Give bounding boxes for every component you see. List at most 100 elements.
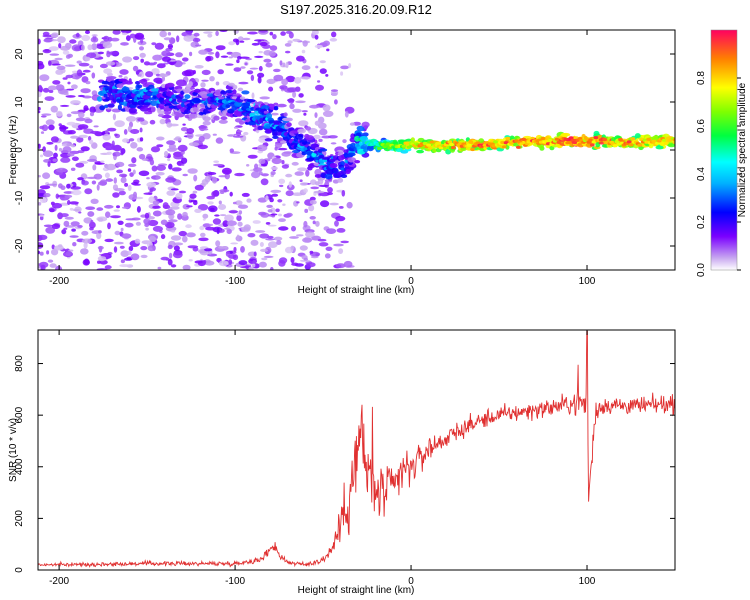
spectrogram-noise-cell (41, 113, 52, 116)
spectrogram-noise-cell (273, 68, 281, 73)
spectrogram-noise-cell (160, 219, 168, 226)
spectrogram-ridge-cell (220, 116, 228, 121)
spectrogram-ridge-cell (150, 106, 156, 113)
spectrogram-noise-cell (139, 52, 146, 58)
spectrogram-noise-cell (213, 163, 223, 167)
spectrogram-noise-cell (263, 255, 274, 258)
spectrogram-ridge-cell (349, 122, 355, 126)
spectrogram-noise-cell (81, 238, 93, 244)
spectrogram-noise-cell (97, 217, 104, 222)
spectrogram-noise-cell (42, 31, 50, 36)
snr-x-ticks: -200 -100 0 100 (49, 330, 596, 587)
spectrogram-noise-cell (302, 40, 308, 47)
spectrogram-noise-cell (117, 220, 124, 225)
colorbar-gradient (710, 29, 738, 271)
spectrogram-noise-cell (255, 230, 266, 233)
spectrogram-noise-cell (61, 229, 67, 235)
spectrogram-ridge-cell (226, 92, 234, 96)
spectrogram-ridge-cell (248, 120, 257, 126)
spectrogram-noise-cell (281, 164, 289, 169)
spectrogram-ridge-core (651, 139, 657, 143)
spectrogram-ridge-cell (311, 152, 317, 158)
figure-title: S197.2025.316.20.09.R12 (280, 2, 432, 17)
spectrogram-noise-cell (108, 51, 119, 55)
spectrogram-noise-cell (166, 222, 172, 227)
spectrogram-noise-cell (334, 220, 339, 227)
spectrogram-ridge-core (500, 140, 505, 145)
spectrogram-noise-cell (202, 133, 211, 140)
spectrogram-noise-cell (65, 251, 72, 257)
spectrogram-noise-cell (259, 233, 270, 239)
spectrogram-ridge-cell (350, 142, 357, 149)
spectrogram-ridge-cell (188, 81, 193, 87)
spectrogram-noise-cell (45, 119, 55, 126)
spectrogram-ridge-core (385, 142, 391, 146)
spectrogram-noise-cell (287, 87, 298, 93)
spectrogram-noise-cell (51, 223, 61, 230)
spectrogram-noise-cell (235, 200, 243, 206)
spectrogram-ridge-cell (150, 88, 160, 92)
spectrogram-noise-cell (121, 30, 132, 34)
spectrogram-ridge-cell (445, 148, 452, 155)
spectrogram-noise-cell (299, 245, 308, 251)
spectrogram-noise-cell (261, 257, 268, 261)
colorbar-tick-label: 0.2 (696, 215, 707, 229)
spectrogram-noise-cell (38, 38, 41, 45)
spectrogram-noise-cell (229, 191, 233, 197)
spectrogram-noise-cell (99, 63, 108, 69)
spectrogram-noise-cell (202, 213, 209, 219)
spectrogram-noise-cell (114, 230, 121, 236)
spectrogram-noise-cell (116, 205, 120, 209)
spectrogram-noise-cell (66, 88, 75, 91)
spectrogram-ridge-cell (233, 110, 242, 116)
spectrogram-noise-cell (38, 84, 42, 90)
spectrogram-noise-cell (277, 147, 288, 151)
spectrogram-noise-cell (333, 243, 344, 247)
spectrogram-noise-cell (127, 250, 132, 256)
spectrogram-noise-cell (299, 179, 303, 182)
spectrogram-noise-cell (207, 33, 213, 38)
spectrogram-noise-cell (250, 239, 259, 246)
spectrogram-noise-cell (138, 170, 150, 177)
spectrogram-noise-cell (315, 65, 319, 69)
spectrogram-noise-cell (102, 41, 113, 49)
spectrogram-noise-cell (322, 110, 334, 118)
spectrogram-noise-cell (276, 103, 287, 108)
spectrogram-noise-cell (290, 257, 295, 264)
spectrogram-ridge-cell (96, 96, 103, 102)
spectrogram-ridge-cell (139, 106, 149, 112)
spectrogram-noise-cell (128, 245, 134, 252)
spectrogram-noise-cell (90, 36, 99, 43)
spectrogram-noise-cell (48, 124, 55, 131)
spectrogram-ridge-cell (152, 95, 157, 99)
spectrogram-noise-cell (140, 58, 144, 63)
spectrogram-ridge-cell (633, 144, 639, 149)
spectrogram-noise-cell (56, 167, 68, 173)
spectrogram-noise-cell (156, 164, 167, 171)
spectrogram-noise-cell (156, 144, 164, 148)
spectrogram-noise-cell (237, 221, 243, 227)
snr-y-label: SNR (10 * v/v) (8, 418, 19, 482)
spectrogram-noise-cell (89, 139, 94, 145)
spectrogram-noise-cell (91, 180, 97, 185)
spectrogram-noise-cell (157, 113, 165, 117)
spectrogram-noise-cell (323, 40, 330, 47)
spectrogram-ridge-cell (337, 177, 344, 183)
spectrogram-ridge-cell (398, 140, 405, 146)
spectrogram-noise-cell (331, 89, 338, 92)
spectrogram-noise-cell (124, 222, 134, 228)
spectrogram-noise-cell (314, 34, 319, 40)
spectrogram-noise-cell (42, 150, 54, 157)
spectrogram-ridge-cell (305, 135, 314, 141)
spectrogram-noise-cell (218, 260, 229, 267)
spectrogram-noise-cell (40, 115, 47, 118)
spectrogram-noise-cell (70, 100, 81, 105)
spectrogram-noise-cell (299, 182, 308, 186)
spectrogram-ridge-cell (192, 91, 198, 96)
spectrogram-noise-cell (152, 54, 163, 61)
spectrogram-noise-cell (55, 84, 65, 91)
spectrogram-noise-cell (144, 212, 150, 219)
spectrogram-noise-cell (258, 137, 268, 143)
spectrogram-ridge-cell (184, 94, 191, 99)
spectrogram-noise-cell (151, 42, 157, 46)
